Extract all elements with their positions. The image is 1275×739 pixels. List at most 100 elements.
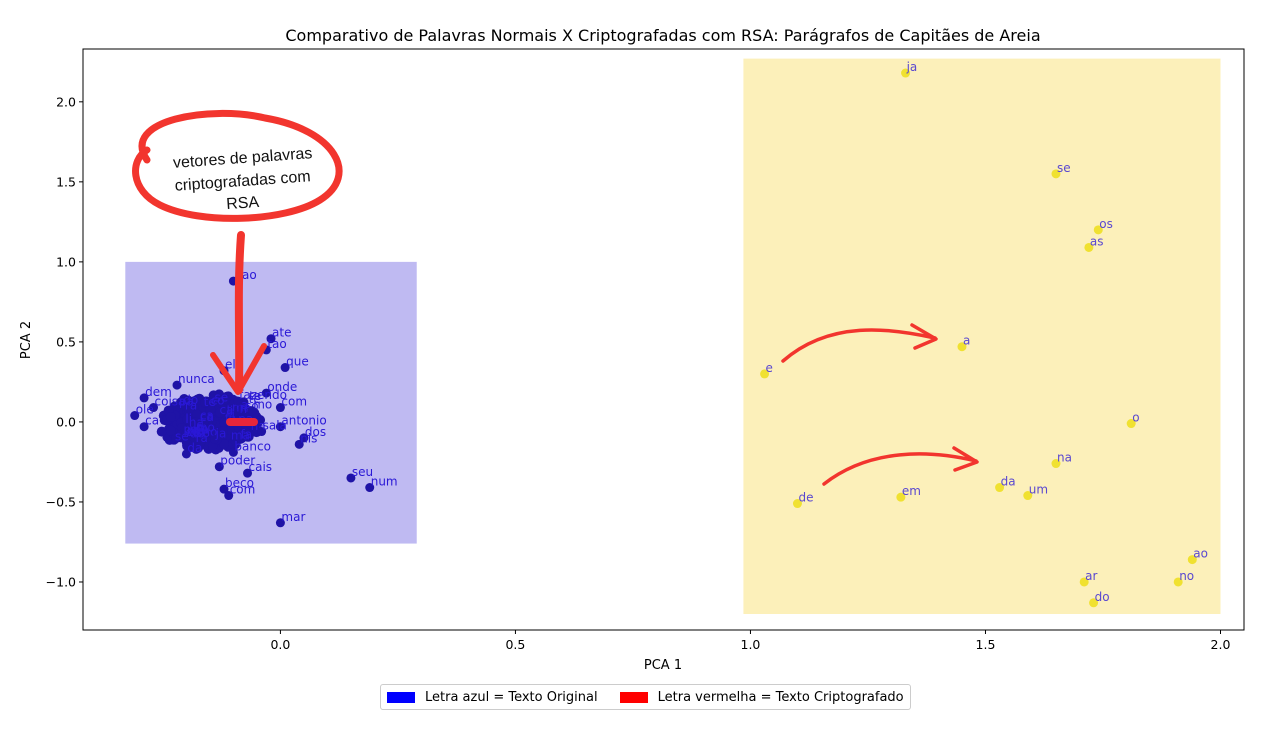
cluster-label: li — [227, 404, 234, 418]
cluster-label: se — [215, 390, 229, 404]
original-label-da: da — [187, 441, 202, 455]
cluster-point — [220, 394, 231, 405]
cluster-label: co — [186, 425, 200, 439]
original-label-dos: dos — [305, 425, 326, 439]
cluster-label: ca — [200, 410, 214, 424]
y-tick-label: −1.0 — [46, 574, 76, 589]
original-point-coisa — [149, 403, 159, 413]
encrypted-point-na — [1051, 459, 1061, 469]
legend-item-original: Letra azul = Texto Original — [387, 690, 598, 705]
encrypted-label-a: a — [963, 334, 970, 348]
cluster-label: te — [204, 395, 216, 409]
point-labels: naoatetaoqueondenuncaelecomdosnisantonio… — [136, 60, 1208, 604]
region-encrypted — [743, 58, 1221, 614]
encrypted-label-as: as — [1090, 234, 1104, 248]
cluster-label: te — [249, 389, 261, 403]
encrypted-overlap-mark — [226, 418, 258, 426]
original-label-num: num — [371, 475, 398, 489]
original-point-fazendo — [233, 396, 243, 406]
cluster-label: ca — [200, 409, 214, 423]
cluster-point — [182, 439, 193, 450]
original-label-que: que — [286, 355, 309, 369]
cluster-label: mo — [196, 421, 215, 435]
encrypted-label-os: os — [1099, 217, 1113, 231]
legend-item-encrypted: Letra vermelha = Texto Criptografado — [619, 689, 904, 705]
encrypted-point-o — [1126, 419, 1136, 429]
legend-swatch-blue — [387, 691, 415, 703]
cluster-label: ma — [231, 428, 250, 442]
original-label-nunca: nunca — [178, 372, 215, 386]
cluster-label: pa — [179, 394, 194, 408]
cluster-point — [217, 426, 228, 437]
original-label-onde: onde — [267, 380, 297, 394]
original-point-banco — [228, 447, 238, 457]
original-label-com: com — [230, 483, 256, 497]
x-tick-label: 0.5 — [505, 637, 525, 652]
original-point-cais — [243, 468, 253, 478]
cluster-label: mo — [190, 422, 209, 436]
x-tick-label: 1.5 — [976, 637, 996, 652]
cluster-point — [219, 439, 230, 450]
cluster-label: do — [183, 393, 198, 407]
original-point-com — [275, 403, 285, 413]
encrypted-label-do: do — [1095, 590, 1110, 604]
cluster-label: se — [196, 426, 210, 440]
original-point-com — [224, 491, 234, 501]
encrypted-label-da: da — [1001, 475, 1016, 489]
original-point-num — [365, 483, 375, 493]
encrypted-point-do — [1089, 598, 1099, 608]
original-label-sala: sala — [263, 419, 287, 433]
encrypted-point-no — [1173, 577, 1183, 587]
original-point-antonio — [275, 422, 285, 432]
highlight-regions — [125, 58, 1221, 614]
chart-title: Comparativo de Palavras Normais X Cripto… — [285, 26, 1040, 45]
original-label-com: com — [281, 395, 307, 409]
y-tick-label: 2.0 — [56, 94, 76, 109]
cluster-point — [200, 397, 211, 408]
y-tick-label: 0.0 — [56, 414, 76, 429]
original-point-da — [181, 449, 191, 459]
encrypted-label-ar: ar — [1085, 569, 1097, 583]
cluster-point — [180, 430, 191, 441]
legend: Letra azul = Texto Original Letra vermel… — [380, 684, 911, 710]
original-label-ja: ja — [215, 427, 227, 441]
axes: 0.0 0.5 1.0 1.5 2.0 −1.0 −0.5 0.0 0.5 1.0 1.5 2.0 — [46, 48, 1245, 652]
original-label-nis: nis — [300, 431, 317, 445]
y-tick-label: 1.0 — [56, 254, 76, 269]
cluster-label: fa — [196, 422, 208, 436]
cluster-point — [182, 414, 193, 425]
original-point-seu — [346, 473, 356, 483]
encrypted-point-ar — [1079, 577, 1089, 587]
down-arrow-head — [210, 343, 267, 395]
cluster-label: pa — [184, 423, 199, 437]
original-label-tao: tao — [267, 337, 286, 351]
cluster-point — [165, 411, 176, 422]
legend-swatch-red — [619, 691, 648, 703]
encrypted-point-de — [792, 499, 802, 509]
original-label-cais: cais — [249, 460, 273, 474]
encrypted-point-e — [760, 369, 770, 379]
original-point-ca — [139, 422, 149, 432]
encrypted-label-no: no — [1179, 569, 1194, 583]
original-point-beco — [219, 484, 229, 494]
cluster-point — [195, 438, 206, 449]
original-point-dos — [299, 433, 309, 443]
original-point-ja — [210, 435, 220, 445]
encrypted-label-de: de — [798, 491, 813, 505]
original-point-ole — [130, 411, 140, 421]
original-point-mar — [275, 518, 285, 528]
encrypted-point-ja — [901, 68, 911, 78]
down-arrow-shaft — [234, 231, 245, 394]
x-axis-label: PCA 1 — [644, 658, 682, 673]
encrypted-label-se: se — [1057, 161, 1071, 175]
legend-label-encrypted: Letra vermelha = Texto Criptografado — [657, 689, 904, 705]
encrypted-label-em: em — [902, 484, 921, 498]
original-point-nunca — [172, 380, 182, 390]
cluster-label: ra — [185, 398, 197, 412]
original-label-banco: banco — [234, 439, 271, 453]
curved-arrow-lower — [822, 452, 978, 486]
original-point-onde — [261, 388, 271, 398]
cluster-point — [199, 428, 210, 439]
cluster-label: ca — [220, 403, 234, 417]
encrypted-point-se — [1051, 169, 1061, 179]
